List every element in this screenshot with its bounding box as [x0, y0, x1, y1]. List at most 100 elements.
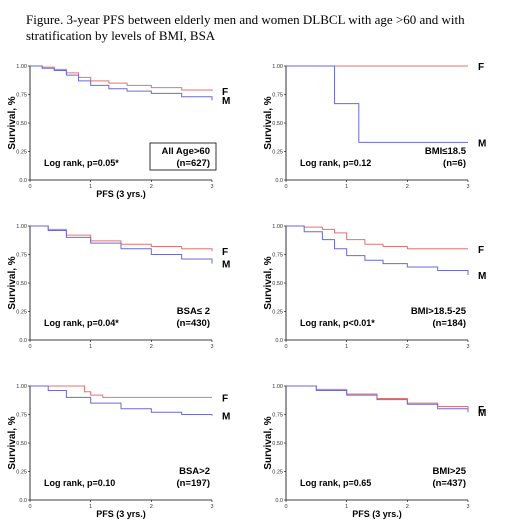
series-label-f: F — [478, 405, 484, 416]
series-label-f: F — [222, 393, 228, 404]
y-axis-label: Survival, % — [7, 96, 18, 149]
series-label-m: M — [478, 408, 486, 419]
group-label: BMI>18.5-25 — [411, 306, 467, 317]
series-line-f — [30, 225, 213, 252]
x-tick-label: 3 — [466, 344, 469, 350]
group-count: (n=197) — [176, 478, 210, 489]
x-tick-label: 3 — [466, 184, 469, 190]
y-tick-label: 0.75 — [16, 93, 27, 99]
series-label-m: M — [478, 138, 486, 149]
y-tick-label: 0.25 — [16, 470, 27, 476]
x-tick-label: 2 — [150, 344, 153, 350]
km-plot: 0.0 0.25 0.50 0.75 1.00 0 1 2 3 Survival, % PFS (3… — [263, 384, 486, 519]
x-tick-label: 0 — [28, 344, 31, 350]
group-count: (n=6) — [443, 158, 466, 169]
y-tick-label: 0.75 — [272, 413, 283, 419]
km-panel-bsa-gt-2: 0.0 0.25 0.50 0.75 1.00 0 1 2 3 Survival, % PFS (3… — [4, 372, 236, 519]
group-count: (n=437) — [432, 478, 466, 489]
y-tick-label: 0.50 — [16, 441, 27, 447]
y-tick-label: 0.0 — [275, 498, 283, 504]
series-line-m — [286, 65, 468, 143]
log-rank-annotation: Log rank, p=0.10 — [44, 478, 115, 488]
group-count: (n=430) — [176, 318, 210, 329]
x-tick-label: 1 — [89, 184, 92, 190]
y-tick-label: 0.75 — [272, 93, 283, 99]
y-tick-label: 0.25 — [16, 150, 27, 156]
series-label-f: F — [222, 87, 228, 98]
y-tick-label: 1.00 — [272, 224, 283, 230]
log-rank-annotation: Log rank, p<0.01* — [300, 318, 375, 328]
y-axis-label: Survival, % — [263, 256, 274, 309]
x-tick-label: 0 — [28, 504, 31, 510]
series-line-f — [30, 385, 212, 398]
series-line-m — [30, 65, 213, 101]
y-tick-label: 0.75 — [272, 253, 283, 259]
x-tick-label: 2 — [406, 184, 409, 190]
x-tick-label: 2 — [406, 504, 409, 510]
series-label-f: F — [478, 245, 484, 256]
km-plot: 0.0 0.25 0.50 0.75 1.00 0 1 2 3 Survival, % PFS (3… — [7, 64, 230, 199]
y-tick-label: 1.00 — [272, 384, 283, 390]
y-tick-label: 0.0 — [19, 498, 27, 504]
series-line-f — [30, 65, 213, 92]
y-tick-label: 0.50 — [16, 121, 27, 127]
x-tick-label: 3 — [210, 344, 213, 350]
x-tick-label: 1 — [345, 504, 348, 510]
y-tick-label: 1.00 — [16, 384, 27, 390]
y-tick-label: 0.25 — [16, 310, 27, 316]
group-label: BSA>2 — [179, 466, 210, 477]
km-panel-bmi-le-18-5: 0.0 0.25 0.50 0.75 1.00 0 1 2 3 Survival, % F M Log … — [260, 52, 492, 197]
km-panel-bsa-le-2: 0.0 0.25 0.50 0.75 1.00 0 1 2 3 Survival, % F M Log … — [4, 212, 236, 357]
x-tick-label: 1 — [89, 504, 92, 510]
y-tick-label: 0.75 — [16, 413, 27, 419]
group-label: All Age>60 — [162, 146, 211, 157]
series-label-f: F — [478, 62, 484, 73]
y-tick-label: 1.00 — [16, 64, 27, 70]
group-label: BSA≤ 2 — [177, 306, 210, 317]
group-label: BMI≤18.5 — [425, 146, 467, 157]
log-rank-annotation: Log rank, p=0.05* — [44, 158, 119, 168]
y-tick-label: 0.50 — [272, 121, 283, 127]
y-tick-label: 0.75 — [16, 253, 27, 259]
group-label: BMI>25 — [432, 466, 466, 477]
x-tick-label: 0 — [28, 184, 31, 190]
group-count: (n=627) — [176, 158, 210, 169]
group-box — [149, 142, 217, 171]
y-tick-label: 0.25 — [272, 310, 283, 316]
y-axis-label: Survival, % — [7, 256, 18, 309]
x-axis-label: PFS (3 yrs.) — [352, 509, 402, 519]
y-tick-label: 0.50 — [272, 441, 283, 447]
series-line-f — [286, 225, 468, 250]
series-label-m: M — [222, 412, 230, 423]
x-tick-label: 0 — [284, 184, 287, 190]
y-tick-label: 0.0 — [19, 338, 27, 344]
y-tick-label: 0.0 — [275, 338, 283, 344]
x-tick-label: 0 — [284, 344, 287, 350]
km-panel-bmi-18-5-25: 0.0 0.25 0.50 0.75 1.00 0 1 2 3 Survival, % F M Log … — [260, 212, 492, 357]
series-line-m — [30, 385, 213, 416]
figure-title: Figure. 3-year PFS between elderly men a… — [26, 12, 465, 43]
y-tick-label: 0.0 — [19, 178, 27, 184]
x-tick-label: 1 — [345, 344, 348, 350]
series-label-m: M — [478, 271, 486, 282]
y-tick-label: 1.00 — [272, 64, 283, 70]
x-tick-label: 1 — [345, 184, 348, 190]
x-tick-label: 1 — [89, 344, 92, 350]
series-line-m — [30, 225, 213, 264]
x-tick-label: 0 — [284, 504, 287, 510]
x-tick-label: 3 — [210, 184, 213, 190]
log-rank-annotation: Log rank, p=0.12 — [300, 158, 371, 168]
log-rank-annotation: Log rank, p=0.65 — [300, 478, 371, 488]
series-line-m — [286, 225, 469, 276]
y-tick-label: 0.25 — [272, 470, 283, 476]
x-axis-label: PFS (3 yrs.) — [96, 509, 146, 519]
series-line-m — [286, 385, 469, 413]
y-axis-label: Survival, % — [7, 416, 18, 469]
y-axis-label: Survival, % — [263, 96, 274, 149]
series-label-m: M — [222, 96, 230, 107]
series-label-f: F — [222, 247, 228, 258]
x-tick-label: 2 — [150, 184, 153, 190]
